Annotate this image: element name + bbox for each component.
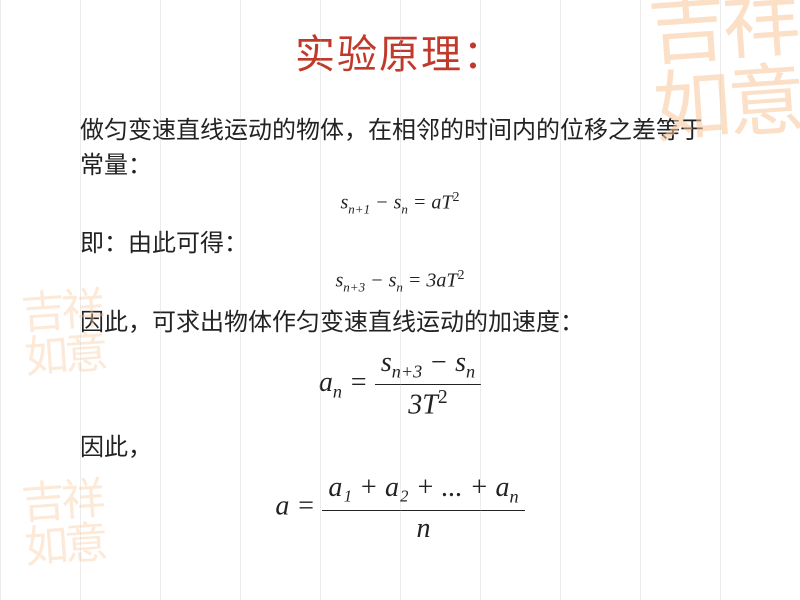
- eq3-an: n: [333, 381, 342, 401]
- eq3-numerator: sn+3 − sn: [375, 347, 481, 386]
- eq3-denominator: 3T2: [375, 385, 481, 421]
- title-text: 实验原理：: [295, 32, 505, 77]
- eq2-sup: 2: [457, 268, 464, 283]
- eq4-fraction: a₁ + a₂ + ... + an n: [322, 472, 524, 545]
- paragraph-4: 因此，: [80, 431, 720, 466]
- paragraph-3: 因此，可求出物体作匀变速直线运动的加速度：: [80, 306, 720, 341]
- equation-3: an = sn+3 − sn 3T2: [80, 347, 720, 422]
- eq4-numerator: a₁ + a₂ + ... + an: [322, 472, 524, 511]
- content-area: 做匀变速直线运动的物体，在相邻的时间内的位移之差等于常量： sn+1 − sn …: [0, 114, 800, 545]
- eq3-num-sub2: n: [466, 361, 475, 381]
- eq3-num-sub1: n+3: [392, 361, 422, 381]
- eq1-sup: 2: [452, 190, 459, 205]
- eq4-num-n: n: [509, 487, 518, 507]
- eq3-num-s1: s: [381, 347, 392, 378]
- eq3-den-3t: 3T: [408, 389, 438, 420]
- equation-2: sn+3 − sn = 3aT2: [80, 268, 720, 296]
- eq2-rhs: = 3aT: [403, 270, 458, 292]
- eq4-num-terms: a₁ + a₂ + ... + a: [328, 472, 509, 503]
- equation-4: a = a₁ + a₂ + ... + an n: [80, 472, 720, 545]
- eq3-eq: =: [342, 366, 375, 397]
- eq2-minus: − s: [365, 270, 396, 292]
- eq3-num-mid: − s: [422, 347, 466, 378]
- eq4-a: a =: [275, 491, 322, 522]
- eq1-sub1: n+1: [348, 201, 370, 216]
- page-title: 实验原理：: [0, 0, 800, 80]
- paragraph-1: 做匀变速直线运动的物体，在相邻的时间内的位移之差等于常量：: [80, 114, 720, 184]
- eq1-minus: − s: [370, 191, 401, 213]
- eq3-a: a: [319, 366, 333, 397]
- equation-1: sn+1 − sn = aT2: [80, 190, 720, 218]
- eq2-sub1: n+3: [343, 280, 365, 295]
- eq4-denominator: n: [322, 511, 524, 545]
- eq3-den-sup: 2: [438, 387, 448, 408]
- eq3-fraction: sn+3 − sn 3T2: [375, 347, 481, 422]
- eq1-rhs: = aT: [408, 191, 453, 213]
- paragraph-2: 即：由此可得：: [80, 227, 720, 262]
